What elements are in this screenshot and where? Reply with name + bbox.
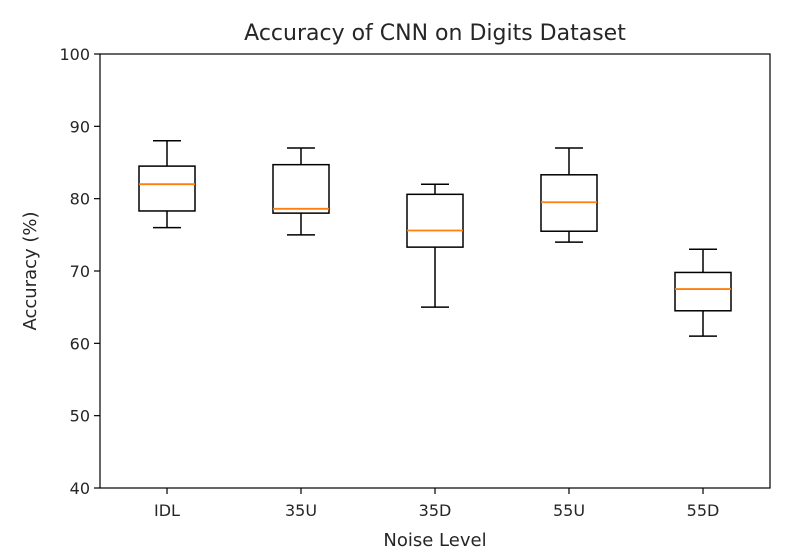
box-55u bbox=[540, 147, 598, 243]
box-35d bbox=[406, 183, 464, 308]
x-tick-label: 35D bbox=[419, 501, 452, 520]
iqr-box bbox=[272, 163, 330, 214]
y-tick-label: 70 bbox=[70, 262, 90, 281]
y-tick-label: 60 bbox=[70, 334, 90, 353]
iqr-box bbox=[138, 165, 196, 212]
x-tick-label: 55D bbox=[687, 501, 720, 520]
axis-ticks: 40 50 60 70 80 90 100 IDL 35U 35D 55U 55D bbox=[59, 45, 719, 520]
box-group bbox=[138, 140, 732, 337]
y-tick-label: 80 bbox=[70, 190, 90, 209]
x-tick-label: IDL bbox=[154, 501, 180, 520]
chart-title: Accuracy of CNN on Digits Dataset bbox=[244, 21, 626, 46]
iqr-box bbox=[406, 193, 464, 248]
box-idl bbox=[138, 140, 196, 229]
y-tick-label: 100 bbox=[59, 45, 90, 64]
box-35u bbox=[272, 147, 330, 236]
x-tick-label: 55U bbox=[553, 501, 585, 520]
iqr-box bbox=[674, 271, 732, 312]
box-55d bbox=[674, 248, 732, 337]
x-tick-label: 35U bbox=[285, 501, 317, 520]
x-axis-label: Noise Level bbox=[383, 530, 486, 551]
y-tick-label: 50 bbox=[70, 407, 90, 426]
y-tick-label: 40 bbox=[70, 479, 90, 498]
y-axis-label: Accuracy (%) bbox=[20, 211, 41, 330]
y-tick-label: 90 bbox=[70, 117, 90, 136]
plot-frame bbox=[99, 53, 771, 489]
